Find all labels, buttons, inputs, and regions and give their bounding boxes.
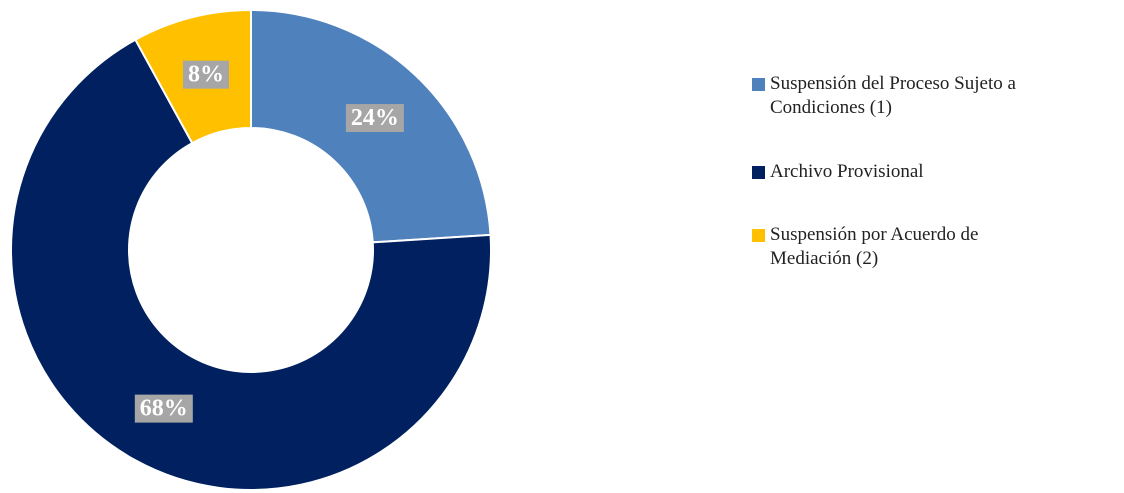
data-label: 8% <box>182 60 229 89</box>
data-label: 24% <box>345 104 404 133</box>
legend-item: Suspensión del Proceso Sujeto a Condicio… <box>752 72 1112 120</box>
legend-label: Suspensión por Acuerdo de Mediación (2) <box>770 224 979 269</box>
legend: Suspensión del Proceso Sujeto a Condicio… <box>752 72 1112 311</box>
data-label-text: 24% <box>351 105 399 131</box>
data-label-box <box>182 60 229 89</box>
legend-item: Archivo Provisional <box>752 160 1112 184</box>
data-label-text: 68% <box>140 396 188 422</box>
data-label: 68% <box>134 394 193 423</box>
legend-label: Suspensión del Proceso Sujeto a Condicio… <box>770 73 1016 118</box>
data-label-box <box>345 104 404 133</box>
legend-item: Suspensión por Acuerdo de Mediación (2) <box>752 223 1112 271</box>
legend-swatch <box>752 229 765 242</box>
donut-slice <box>9 38 492 491</box>
data-label-text: 8% <box>188 62 224 88</box>
data-label-box <box>134 394 193 423</box>
legend-swatch <box>752 166 765 179</box>
legend-label: Archivo Provisional <box>770 161 924 182</box>
legend-swatch <box>752 78 765 91</box>
